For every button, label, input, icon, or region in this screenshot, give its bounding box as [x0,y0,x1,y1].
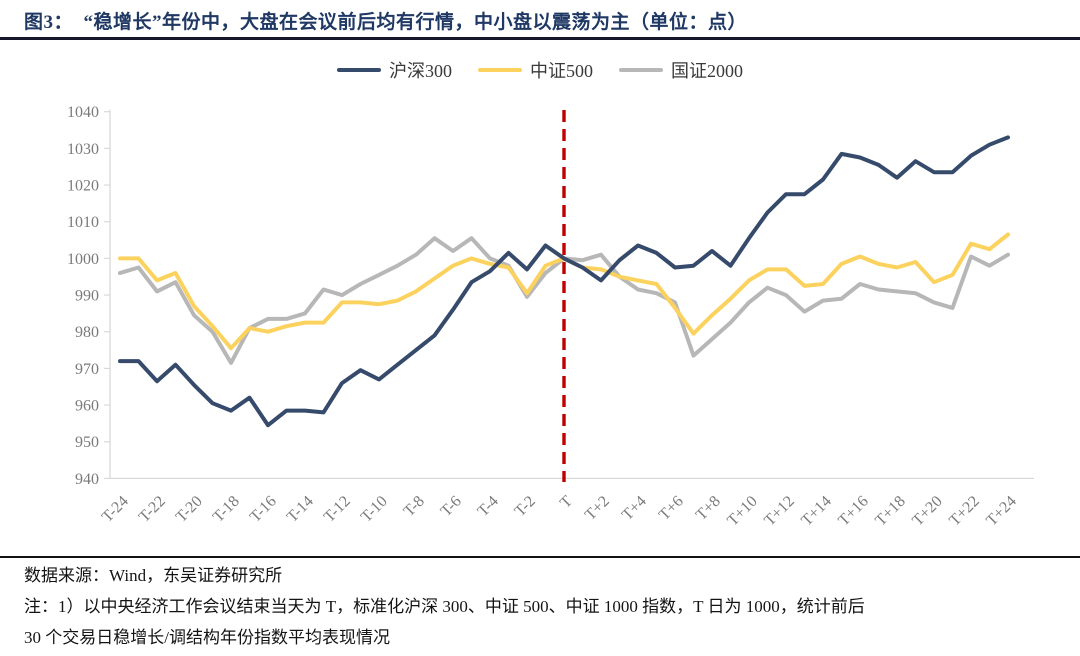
x-axis-label: T-14 [284,493,317,526]
y-axis-label: 980 [75,324,99,341]
y-axis-label: 1010 [67,214,99,231]
x-axis-label: T-6 [438,493,465,520]
y-axis-label: 1040 [67,104,99,121]
line-chart: 940 950 960 970 980 990 1000 1010 1020 1030 1040 T-… [67,104,1034,530]
x-axis-label: T+24 [983,493,1020,530]
x-axis-label: T-20 [173,493,206,526]
figure-title: 图3： “稳增长”年份中，大盘在会议前后均有行情，中小盘以震荡为主（单位：点） [24,12,748,33]
x-axis-label: T-22 [136,493,169,526]
x-axis-label: T+6 [656,493,687,524]
data-source-line: 数据来源：Wind，东吴证券研究所 [24,566,283,585]
x-axis-label: T-16 [247,493,280,526]
x-axis-label: T+12 [761,493,798,530]
note-line-1: 注：1）以中央经济工作会议结束当天为 T，标准化沪深 300、中证 500、中证… [24,597,865,616]
y-axis-label: 990 [75,288,99,305]
x-axis-label: T+8 [693,493,724,524]
series-line-沪深300 [118,135,1010,428]
x-axis-label: T+18 [872,493,909,530]
y-axis-label: 940 [75,471,99,488]
x-axis-label: T-2 [512,493,539,520]
x-axis-label: T-4 [475,493,502,520]
x-axis-label: T+4 [619,493,650,524]
x-axis-label: T+14 [798,493,835,530]
x-axis-label: T+20 [909,493,946,530]
x-axis-label: T+16 [835,493,872,530]
y-axis-label: 1030 [67,141,99,158]
note-line-2: 30 个交易日稳增长/调结构年份指数平均表现情况 [24,628,390,647]
x-axis-label: T+10 [724,493,761,530]
x-axis-label: T-8 [401,493,428,520]
figure-title-bar: 图3： “稳增长”年份中，大盘在会议前后均有行情，中小盘以震荡为主（单位：点） [0,0,1080,40]
x-axis-label: T-10 [358,493,391,526]
y-axis-label: 1000 [67,251,99,268]
footer-divider [0,556,1080,558]
figure-footer: 数据来源：Wind，东吴证券研究所 注：1）以中央经济工作会议结束当天为 T，标… [24,560,1064,653]
x-axis-label: T+22 [946,493,983,530]
y-axis-label: 1020 [67,178,99,195]
x-axis-label: T [557,493,576,512]
title-divider [0,37,1080,40]
y-axis-label: 960 [75,398,99,415]
y-axis-label: 950 [75,434,99,451]
x-axis-label: T-24 [99,493,132,526]
y-axis-label: 970 [75,361,99,378]
x-axis-label: T+2 [582,493,613,524]
x-axis-label: T-12 [321,493,354,526]
x-axis-label: T-18 [210,493,243,526]
